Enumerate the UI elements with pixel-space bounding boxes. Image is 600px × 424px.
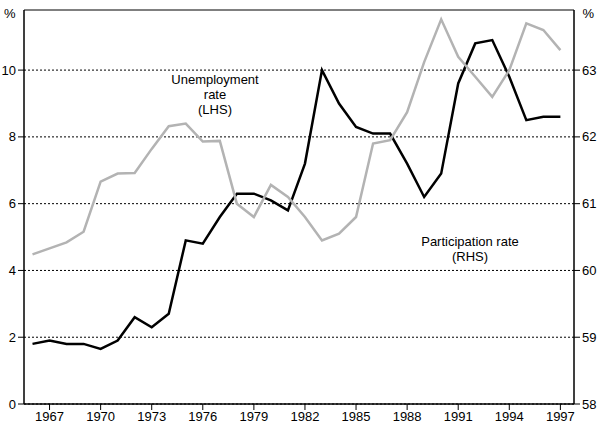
svg-text:60: 60 [582,263,592,278]
svg-text:10: 10 [8,63,16,78]
svg-text:2: 2 [9,330,16,345]
svg-text:6: 6 [9,196,16,211]
svg-text:1997: 1997 [546,409,575,424]
html-text:(RHS): (RHS) [451,249,488,264]
svg-text:1994: 1994 [495,409,524,424]
svg-text:63: 63 [582,63,592,78]
html-text:Unemployment rate: Unemployment rate [171,72,259,102]
svg-text:4: 4 [9,263,16,278]
html-text:Participation rate: Participation rate [421,234,519,249]
svg-text:1982: 1982 [290,409,319,424]
svg-text:59: 59 [582,330,592,345]
svg-text:1967: 1967 [35,409,64,424]
svg-text:1976: 1976 [188,409,217,424]
svg-text:8: 8 [9,129,16,144]
svg-text:1973: 1973 [137,409,166,424]
html-text:(LHS): (LHS) [198,102,232,117]
svg-text:0: 0 [9,397,16,412]
svg-text:61: 61 [582,196,592,211]
svg-text:62: 62 [582,129,592,144]
svg-text:1991: 1991 [444,409,473,424]
svg-text:1988: 1988 [393,409,422,424]
svg-text:1970: 1970 [86,409,115,424]
svg-text:58: 58 [582,397,592,412]
svg-text:1979: 1979 [239,409,268,424]
svg-text:1985: 1985 [342,409,371,424]
